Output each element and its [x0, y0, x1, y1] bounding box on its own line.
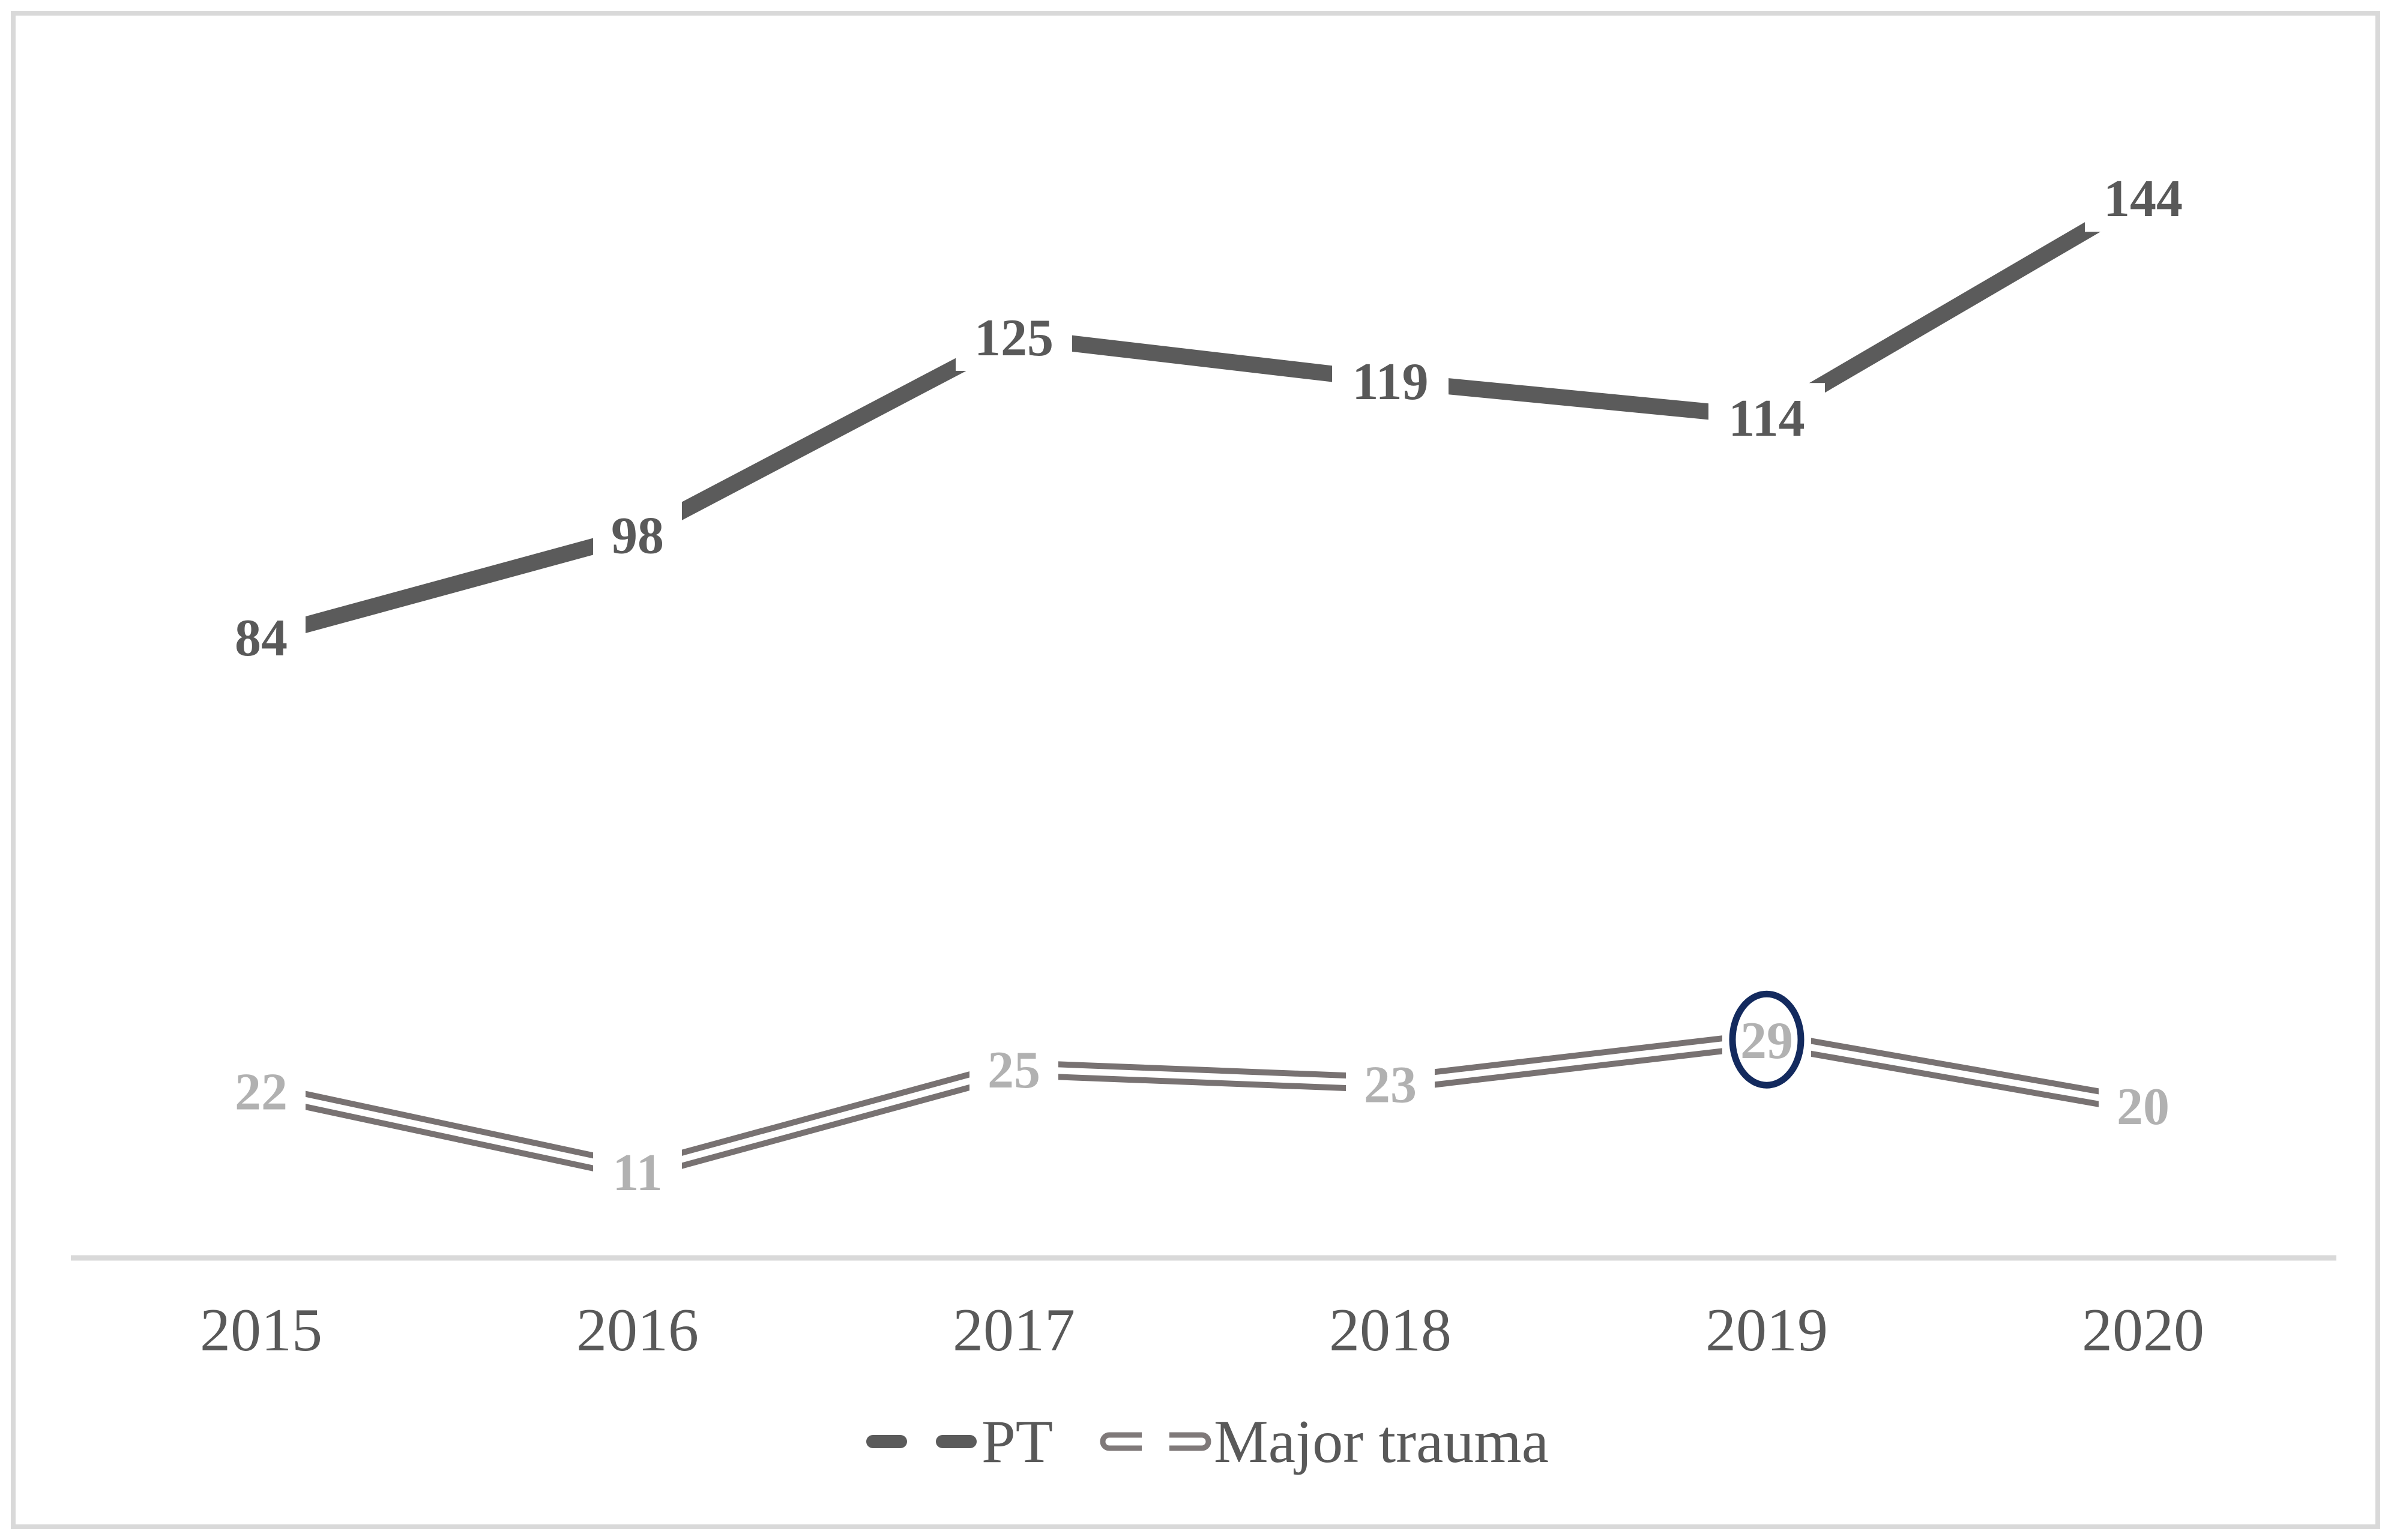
- data-label-box: [217, 603, 306, 672]
- data-label: 23: [1364, 1056, 1417, 1114]
- legend: PT Major trauma: [866, 1408, 1549, 1476]
- data-label-box: [593, 1137, 682, 1206]
- x-axis-label: 2018: [1329, 1296, 1452, 1364]
- data-label: 20: [2117, 1078, 2169, 1136]
- major-trauma-legend-dash: [1100, 1432, 1142, 1451]
- data-label: 125: [974, 309, 1054, 367]
- x-axis-label: 2015: [200, 1296, 322, 1364]
- x-axis-label: 2016: [576, 1296, 699, 1364]
- data-label: 11: [612, 1144, 662, 1202]
- data-label-box: [2099, 1071, 2187, 1140]
- data-label: 22: [235, 1063, 288, 1122]
- x-axis-label: 2019: [1705, 1296, 1828, 1364]
- data-label: 84: [235, 609, 288, 667]
- data-label: 98: [611, 507, 664, 565]
- data-label-box: [1346, 1049, 1435, 1118]
- major-trauma-legend-dash: [1169, 1432, 1211, 1451]
- x-axis-label: 2020: [2082, 1296, 2204, 1364]
- data-label-box: [593, 500, 682, 569]
- data-label-box: [1332, 346, 1449, 415]
- data-label: 114: [1728, 390, 1805, 448]
- legend-label-pt: PT: [981, 1408, 1053, 1476]
- x-axis-label: 2017: [953, 1296, 1075, 1364]
- data-label-box: [969, 1035, 1058, 1103]
- pt-line: [259, 190, 2147, 645]
- major-trauma-line-core: [260, 1036, 2144, 1175]
- data-label-box: [2085, 163, 2201, 232]
- data-label: 119: [1352, 353, 1428, 411]
- pt-legend-dash: [936, 1435, 977, 1448]
- pt-legend-dash: [866, 1435, 907, 1448]
- data-label-box: [217, 1056, 306, 1125]
- legend-label-major-trauma: Major trauma: [1214, 1408, 1549, 1476]
- data-label-box: [1708, 383, 1825, 452]
- data-label: 144: [2103, 170, 2183, 228]
- highlight-circle: [1729, 990, 1805, 1089]
- chart-border: [11, 11, 2380, 1529]
- data-label: 29: [1740, 1012, 1793, 1070]
- data-label: 25: [987, 1041, 1040, 1099]
- data-label-box: [956, 302, 1072, 371]
